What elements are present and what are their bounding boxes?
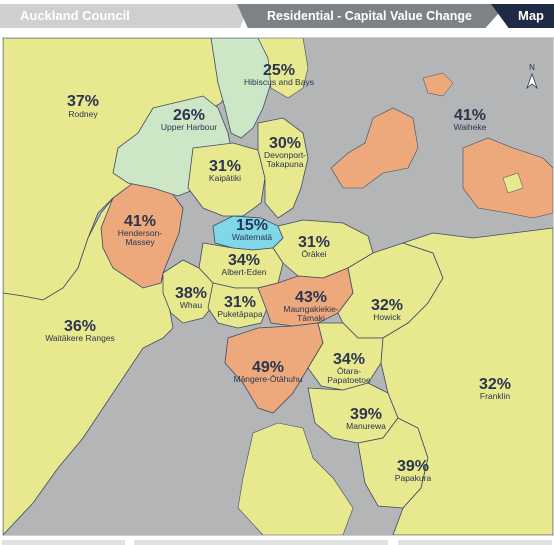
label-franklin: 32% Franklin: [479, 376, 511, 401]
svg-text:36%: 36%: [64, 318, 96, 335]
map-title: Residential - Capital Value Change: [237, 4, 507, 28]
label-puketapapa: 31% Puketāpapa: [217, 294, 263, 319]
svg-text:43%: 43%: [295, 289, 327, 306]
svg-text:Massey: Massey: [125, 237, 155, 247]
region-puketapapa[interactable]: [207, 282, 269, 329]
label-papakura: 39% Papakura: [395, 458, 432, 483]
label-hibiscus-bays: 25% Hibiscus and Bays: [244, 62, 314, 87]
svg-text:41%: 41%: [454, 107, 486, 124]
svg-text:Upper Harbour: Upper Harbour: [161, 122, 217, 132]
svg-text:Māngere-Ōtāhuhu: Māngere-Ōtāhuhu: [234, 374, 303, 384]
label-rodney: 37% Rodney: [67, 93, 99, 119]
svg-text:N: N: [529, 63, 535, 72]
label-upper-harbour: 26% Upper Harbour: [161, 107, 217, 132]
svg-text:Franklin: Franklin: [480, 391, 511, 401]
svg-text:32%: 32%: [479, 376, 511, 393]
svg-text:Henderson-: Henderson-: [118, 228, 163, 238]
svg-text:37%: 37%: [67, 93, 99, 110]
svg-text:Devonport-: Devonport-: [264, 150, 306, 160]
label-otara-papatoetoe: 34% Ōtara- Papatoetoe: [327, 351, 371, 385]
svg-text:Papakura: Papakura: [395, 473, 432, 483]
area-labels: 37% Rodney 25% Hibiscus and Bays 26% Upp…: [45, 62, 511, 483]
svg-text:Papatoetoe: Papatoetoe: [327, 375, 371, 385]
label-howick: 32% Howick: [371, 297, 403, 322]
svg-text:39%: 39%: [350, 406, 382, 423]
svg-text:Tāmaki: Tāmaki: [297, 313, 325, 323]
footer-segment-3: [398, 540, 552, 545]
label-waitemata: 15% Waitematā: [232, 217, 273, 242]
svg-text:25%: 25%: [263, 62, 295, 79]
svg-text:32%: 32%: [371, 297, 403, 314]
svg-text:Albert-Eden: Albert-Eden: [222, 267, 267, 277]
label-henderson-massey: 41% Henderson- Massey: [118, 213, 163, 247]
region-devonport-takapuna[interactable]: [257, 117, 309, 219]
svg-text:34%: 34%: [333, 351, 365, 368]
svg-text:Puketāpapa: Puketāpapa: [217, 309, 263, 319]
svg-text:Hibiscus and Bays: Hibiscus and Bays: [244, 77, 314, 87]
map-view[interactable]: N 37% Rodney 25% Hibiscus and Bays 26% U…: [2, 37, 554, 536]
svg-text:Waitematā: Waitematā: [232, 232, 273, 242]
svg-text:15%: 15%: [236, 217, 268, 234]
svg-text:Waiheke: Waiheke: [454, 122, 487, 132]
label-manurewa: 39% Manurewa: [346, 406, 386, 431]
svg-text:Howick: Howick: [373, 312, 401, 322]
svg-text:31%: 31%: [209, 158, 241, 175]
svg-text:41%: 41%: [124, 213, 156, 230]
svg-text:38%: 38%: [175, 285, 207, 302]
island-small-1: [422, 72, 454, 97]
label-orakei: 31% Ōrākei: [298, 234, 330, 259]
svg-text:Ōtara-: Ōtara-: [337, 366, 361, 376]
label-albert-eden: 34% Albert-Eden: [222, 252, 267, 277]
label-devonport-takapuna: 30% Devonport- Takapuna: [264, 135, 306, 169]
svg-text:Rodney: Rodney: [68, 109, 98, 119]
region-kaipatiki[interactable]: [187, 142, 266, 217]
svg-text:34%: 34%: [228, 252, 260, 269]
map-canvas[interactable]: N 37% Rodney 25% Hibiscus and Bays 26% U…: [3, 38, 553, 535]
footer-segment-2: [134, 540, 388, 545]
region-mangere-otahuhu[interactable]: [224, 322, 324, 414]
region-waiheke[interactable]: [330, 107, 419, 189]
svg-text:49%: 49%: [252, 359, 284, 376]
island-small-2: [502, 172, 524, 194]
svg-text:Kaipātiki: Kaipātiki: [209, 173, 241, 183]
footer-segment-1: [2, 540, 125, 545]
region-whau[interactable]: [162, 259, 216, 324]
svg-text:Waitākere Ranges: Waitākere Ranges: [45, 333, 115, 343]
svg-text:Maungakiekie-: Maungakiekie-: [283, 304, 338, 314]
header-bar: Auckland Council Residential - Capital V…: [0, 0, 554, 32]
label-waitakere-ranges: 36% Waitākere Ranges: [45, 318, 115, 343]
region-hibiscus-bays-east: [257, 38, 309, 99]
compass-icon: N: [526, 63, 538, 90]
region-franklin[interactable]: [380, 227, 553, 535]
svg-text:31%: 31%: [298, 234, 330, 251]
label-waiheke: 41% Waiheke: [454, 107, 487, 132]
label-maungakiekie-tamaki: 43% Maungakiekie- Tāmaki: [283, 289, 338, 323]
svg-text:Ōrākei: Ōrākei: [301, 249, 326, 259]
label-kaipatiki: 31% Kaipātiki: [209, 158, 241, 183]
svg-text:30%: 30%: [269, 135, 301, 152]
map-tab[interactable]: Map: [491, 4, 554, 28]
label-whau: 38% Whau: [175, 285, 207, 310]
svg-text:26%: 26%: [173, 107, 205, 124]
region-awhitu: [237, 422, 354, 535]
svg-text:Takapuna: Takapuna: [267, 159, 304, 169]
svg-text:Whau: Whau: [180, 300, 202, 310]
label-mangere-otahuhu: 49% Māngere-Ōtāhuhu: [234, 359, 303, 384]
svg-text:31%: 31%: [224, 294, 256, 311]
svg-text:Manurewa: Manurewa: [346, 421, 386, 431]
council-tab[interactable]: Auckland Council: [0, 4, 250, 28]
svg-text:39%: 39%: [397, 458, 429, 475]
